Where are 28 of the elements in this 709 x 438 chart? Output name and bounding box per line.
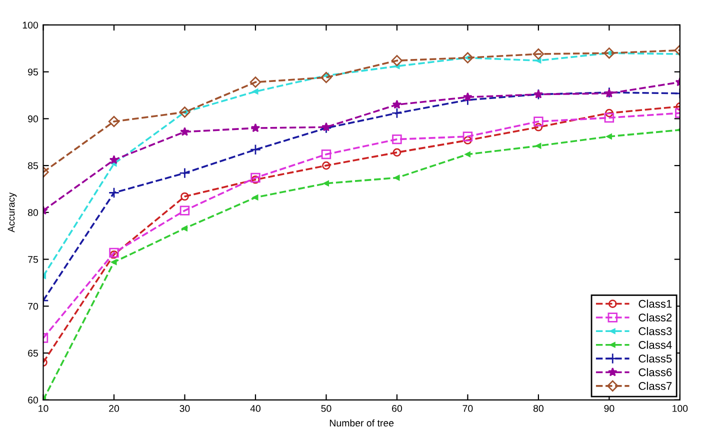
y-tick-label: 60 (28, 396, 38, 404)
y-tick-label: 80 (28, 209, 38, 216)
y-tick-label: 90 (28, 115, 38, 122)
y-tick-label: 70 (28, 302, 38, 310)
x-tick-label: 30 (180, 405, 190, 412)
x-tick-label: 20 (109, 405, 120, 412)
legend-label: Class5 (638, 354, 672, 363)
x-tick-label: 80 (533, 405, 544, 412)
x-tick-label: 100 (672, 405, 688, 412)
x-tick-label: 90 (604, 405, 614, 412)
y-tick-label: 75 (28, 256, 38, 263)
y-tick-label: 95 (28, 68, 38, 76)
legend-label: Class7 (638, 382, 672, 390)
x-axis-title: Number of tree (330, 419, 394, 427)
x-tick-label: 50 (321, 405, 332, 412)
legend-label: Class3 (638, 326, 672, 336)
y-axis-title: Accuracy (8, 192, 17, 232)
legend-label: Class4 (638, 340, 672, 349)
x-tick-label: 70 (462, 405, 473, 412)
legend-label: Class1 (638, 300, 672, 308)
y-tick-label: 100 (22, 22, 38, 29)
x-tick-label: 40 (250, 405, 261, 412)
x-tick-label: 60 (392, 405, 402, 412)
x-tick-label: 10 (38, 405, 48, 412)
legend-label: Class6 (638, 368, 672, 376)
y-tick-label: 65 (28, 350, 38, 357)
legend-label: Class2 (638, 313, 672, 322)
y-tick-label: 85 (28, 162, 38, 170)
